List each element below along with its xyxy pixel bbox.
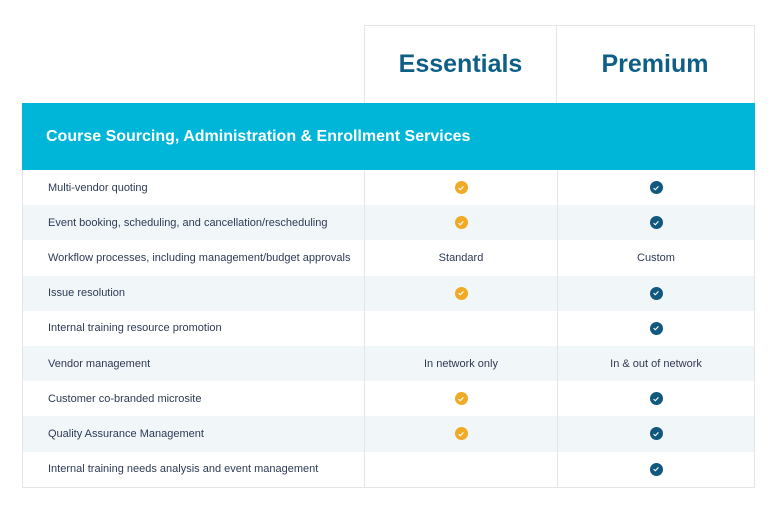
feature-label: Issue resolution: [48, 287, 126, 300]
check-icon: [649, 462, 663, 476]
premium-value: In & out of network: [610, 357, 702, 370]
premium-cell: [557, 205, 754, 241]
feature-label: Event booking, scheduling, and cancellat…: [48, 216, 328, 229]
check-icon: [454, 181, 468, 195]
feature-label: Multi-vendor quoting: [48, 181, 148, 194]
premium-cell: In & out of network: [557, 345, 754, 382]
essentials-cell: [364, 205, 557, 241]
premium-cell: [557, 416, 754, 452]
check-icon: [649, 216, 663, 230]
essentials-value: Standard: [438, 251, 484, 264]
check-icon: [454, 216, 468, 230]
table-row: Internal training needs analysis and eve…: [23, 451, 754, 487]
check-icon: [454, 427, 468, 441]
check-icon: [649, 427, 663, 441]
feature-table: Multi-vendor quoting Event booking, sched…: [22, 170, 755, 488]
feature-label: Quality Assurance Management: [48, 427, 204, 440]
feature-label: Vendor management: [48, 357, 151, 370]
table-row: Event booking, scheduling, and cancellat…: [23, 205, 754, 241]
table-row: Customer co-branded microsite: [23, 381, 754, 417]
column-header-essentials: Essentials: [364, 25, 557, 103]
table-row: Quality Assurance Management: [23, 416, 754, 452]
premium-value: Custom: [637, 251, 675, 264]
check-icon: [649, 392, 663, 406]
essentials-value: In network only: [424, 357, 498, 370]
essentials-cell: [364, 310, 557, 346]
table-row: Multi-vendor quoting: [23, 170, 754, 206]
essentials-cell: [364, 275, 557, 311]
section-banner: Course Sourcing, Administration & Enroll…: [22, 103, 755, 170]
table-row: Internal training resource promotion: [23, 310, 754, 346]
column-header-premium: Premium: [556, 25, 755, 103]
essentials-cell: [364, 381, 557, 417]
table-row: Issue resolution: [23, 275, 754, 311]
essentials-cell: [364, 451, 557, 487]
table-row: Vendor management In network only In & out…: [23, 345, 754, 382]
feature-label: Internal training needs analysis and eve…: [48, 463, 319, 476]
essentials-cell: [364, 416, 557, 452]
premium-cell: [557, 170, 754, 206]
essentials-cell: In network only: [364, 345, 557, 382]
check-icon: [454, 392, 468, 406]
premium-cell: [557, 310, 754, 346]
premium-cell: Custom: [557, 240, 754, 276]
feature-label: Internal training resource promotion: [48, 322, 222, 335]
premium-cell: [557, 381, 754, 417]
table-row: Workflow processes, including management…: [23, 240, 754, 276]
essentials-cell: [364, 170, 557, 206]
essentials-cell: Standard: [364, 240, 557, 276]
check-icon: [454, 286, 468, 300]
check-icon: [649, 321, 663, 335]
feature-label: Workflow processes, including management…: [48, 251, 351, 264]
premium-cell: [557, 275, 754, 311]
section-title: Course Sourcing, Administration & Enroll…: [46, 127, 471, 145]
check-icon: [649, 286, 663, 300]
feature-label: Customer co-branded microsite: [48, 392, 202, 405]
check-icon: [649, 181, 663, 195]
premium-cell: [557, 451, 754, 487]
